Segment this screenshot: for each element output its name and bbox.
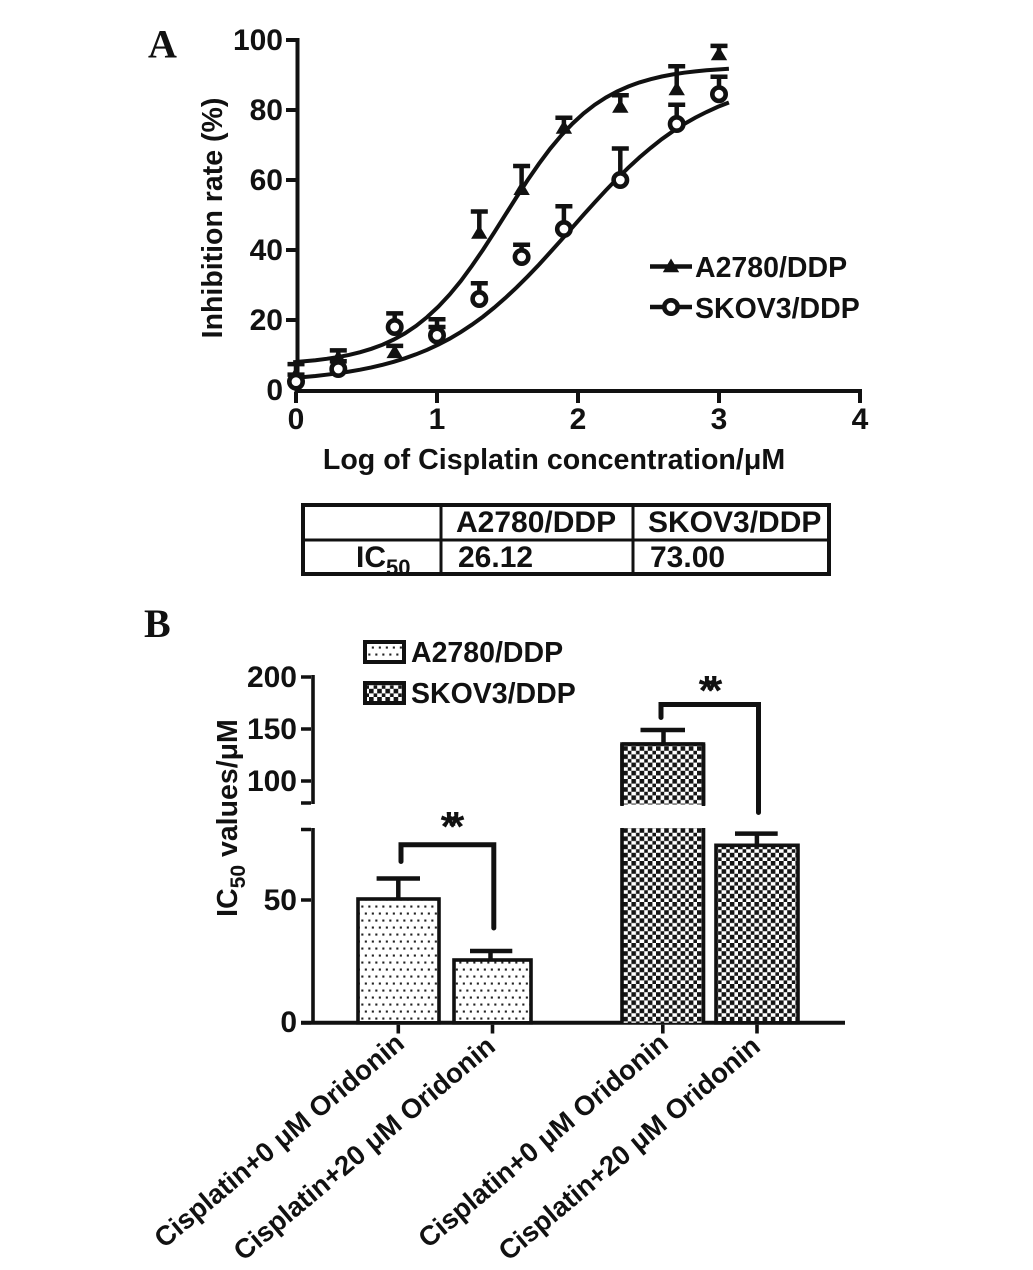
- svg-text:100: 100: [233, 24, 283, 57]
- svg-text:80: 80: [250, 94, 283, 127]
- svg-text:B: B: [144, 601, 171, 646]
- svg-text:SKOV3/DDP: SKOV3/DDP: [695, 293, 860, 325]
- svg-text:0: 0: [280, 1006, 297, 1039]
- svg-text:200: 200: [247, 661, 297, 694]
- svg-text:26.12: 26.12: [458, 541, 533, 574]
- svg-text:0: 0: [288, 403, 305, 436]
- svg-text:Log of Cisplatin concentration: Log of Cisplatin concentration/μM: [323, 444, 785, 476]
- svg-text:SKOV3/DDP: SKOV3/DDP: [411, 678, 576, 710]
- svg-text:A2780/DDP: A2780/DDP: [695, 252, 847, 284]
- svg-text:40: 40: [250, 234, 283, 267]
- svg-text:SKOV3/DDP: SKOV3/DDP: [648, 506, 821, 539]
- svg-text:60: 60: [250, 164, 283, 197]
- svg-text:50: 50: [264, 884, 297, 917]
- svg-text:100: 100: [247, 765, 297, 798]
- svg-text:3: 3: [711, 403, 728, 436]
- svg-text:4: 4: [852, 403, 869, 436]
- svg-text:0: 0: [266, 374, 283, 407]
- svg-text:A2780/DDP: A2780/DDP: [411, 637, 563, 669]
- svg-text:2: 2: [570, 403, 587, 436]
- svg-text:Inhibition rate (%): Inhibition rate (%): [197, 98, 229, 339]
- svg-text:A: A: [148, 22, 177, 67]
- svg-text:73.00: 73.00: [650, 541, 725, 574]
- svg-text:20: 20: [250, 304, 283, 337]
- svg-text:1: 1: [429, 403, 446, 436]
- svg-text:150: 150: [247, 713, 297, 746]
- svg-text:A2780/DDP: A2780/DDP: [456, 506, 616, 539]
